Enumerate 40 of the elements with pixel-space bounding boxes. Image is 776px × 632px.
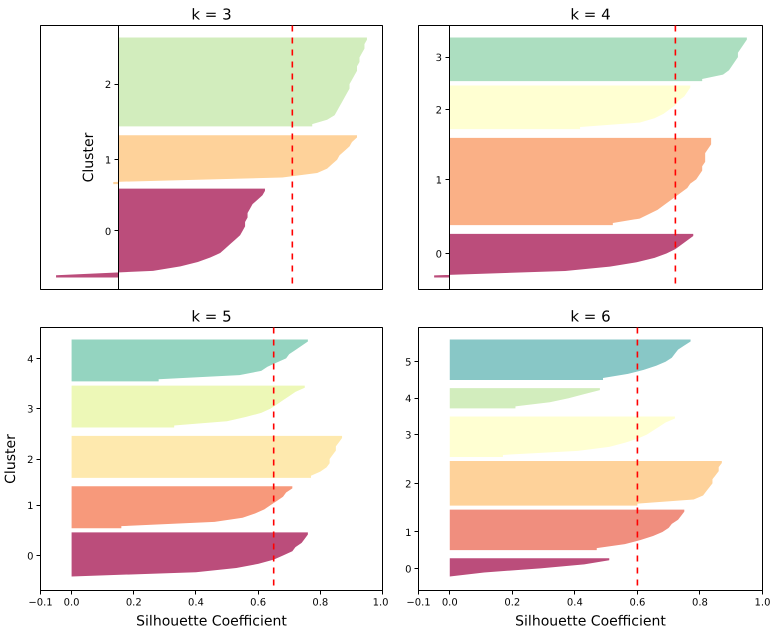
y-tick-label: 3 bbox=[405, 430, 412, 442]
y-tick-label: 4 bbox=[27, 354, 34, 366]
x-tick-label: 0.6 bbox=[629, 598, 646, 608]
x-tick-label: 1.0 bbox=[372, 598, 389, 608]
x-tick-label: 1.0 bbox=[754, 598, 770, 608]
x-tick-label: −0.1 bbox=[28, 598, 53, 608]
y-tick-label: 2 bbox=[104, 80, 112, 92]
x-tick-label: 0.2 bbox=[504, 598, 520, 608]
y-axis-title: Cluster bbox=[81, 132, 98, 182]
x-tick-label: 0.0 bbox=[64, 598, 80, 608]
x-tick-label: 0.4 bbox=[188, 598, 204, 608]
y-axis-title: Cluster bbox=[3, 434, 20, 484]
y-tick-label: 1 bbox=[436, 175, 442, 186]
x-tick-label: 0.8 bbox=[312, 598, 328, 608]
y-tick-label: 0 bbox=[27, 551, 34, 562]
x-axis-title: Silhouette Coefficient bbox=[515, 614, 666, 630]
chart-title: k = 5 bbox=[191, 308, 232, 326]
chart-title: k = 4 bbox=[570, 6, 611, 24]
x-tick-label: 0.2 bbox=[126, 598, 142, 608]
chart-title: k = 6 bbox=[570, 308, 611, 326]
y-tick-label: 0 bbox=[405, 564, 412, 576]
y-tick-label: 5 bbox=[405, 358, 412, 369]
y-tick-label: 0 bbox=[436, 250, 442, 260]
y-tick-label: 4 bbox=[405, 394, 412, 406]
x-tick-label: 0.0 bbox=[442, 598, 458, 608]
y-tick-label: 3 bbox=[436, 53, 442, 64]
y-tick-label: 3 bbox=[27, 404, 34, 416]
y-tick-label: 2 bbox=[27, 455, 34, 466]
y-tick-label: 1 bbox=[104, 156, 112, 167]
chart-title: k = 3 bbox=[191, 6, 232, 24]
y-tick-label: 1 bbox=[27, 501, 34, 512]
y-tick-label: 2 bbox=[436, 106, 442, 116]
y-tick-label: 0 bbox=[104, 226, 112, 238]
x-tick-label: 0.8 bbox=[692, 598, 708, 608]
x-tick-label: 0.4 bbox=[566, 598, 583, 608]
x-axis-title: Silhouette Coefficient bbox=[136, 614, 288, 630]
y-tick-label: 2 bbox=[405, 479, 412, 490]
x-tick-label: 0.6 bbox=[250, 598, 266, 608]
x-tick-label: −0.1 bbox=[406, 598, 431, 608]
y-tick-label: 1 bbox=[405, 528, 412, 539]
